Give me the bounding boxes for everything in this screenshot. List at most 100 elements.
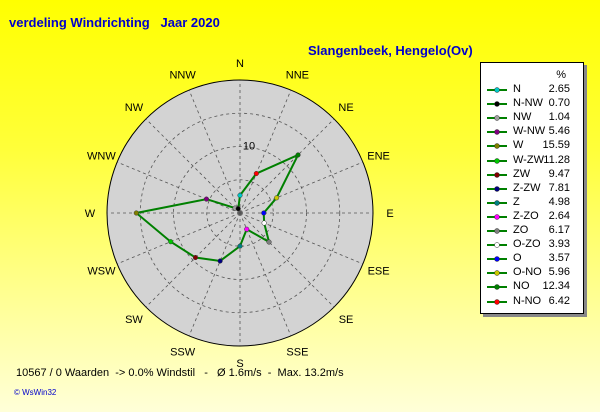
legend-swatch <box>487 171 507 178</box>
legend-label: Z-ZW <box>513 181 541 194</box>
direction-label-w: W <box>85 208 96 220</box>
direction-label-s: S <box>236 358 243 370</box>
legend-swatch <box>487 115 507 121</box>
legend-item: NW 1.04 <box>481 111 583 125</box>
direction-label-e: E <box>386 208 393 220</box>
legend-item: Z 4.98 <box>481 196 583 210</box>
spoke-ssw <box>188 212 241 337</box>
legend-swatch <box>487 228 507 234</box>
legend-swatch <box>487 270 507 277</box>
data-point-zw <box>192 254 199 261</box>
data-point-w-zw <box>168 239 174 245</box>
direction-label-wnw: WNW <box>87 151 116 163</box>
legend-value: 4.98 <box>548 195 570 208</box>
direction-label-nw: NW <box>125 102 144 114</box>
chart-title: verdeling Windrichting Jaar 2020 <box>9 15 220 30</box>
direction-label-nne: NNE <box>286 69 309 81</box>
legend-item: O-ZO 3.93 <box>481 238 583 252</box>
legend-label: NO <box>513 280 530 293</box>
legend-swatch <box>487 157 507 164</box>
footer-stats: 10567 / 0 Waarden -> 0.0% Windstil - Ø 1… <box>16 367 344 379</box>
direction-label-sw: SW <box>125 314 143 326</box>
legend-item: Z-ZW 7.81 <box>481 182 583 196</box>
direction-label-ssw: SSW <box>170 347 196 359</box>
legend-value: 6.17 <box>548 224 570 236</box>
legend-label: Z <box>513 195 520 208</box>
data-point-z <box>237 243 243 249</box>
legend-value: 0.70 <box>548 97 570 110</box>
radial-tick-label: 10 <box>243 141 255 153</box>
spoke-ese <box>239 212 364 265</box>
legend-swatch <box>487 298 507 305</box>
direction-label-ese: ESE <box>368 265 390 277</box>
data-point-w-nw <box>203 196 210 202</box>
legend-swatch <box>487 284 507 291</box>
data-point-o-zo <box>261 220 267 226</box>
legend-value: 2.65 <box>548 83 570 95</box>
legend-swatch <box>487 87 507 93</box>
legend-label: NW <box>513 111 532 124</box>
data-point-o <box>261 210 267 216</box>
direction-label-ne: NE <box>338 102 353 114</box>
spoke-sse <box>239 212 292 337</box>
legend-value: 5.46 <box>548 125 570 138</box>
legend-label: O-NO <box>513 266 542 279</box>
data-point-z-zw <box>217 258 223 264</box>
legend-item: W-ZW 11.28 <box>481 154 583 168</box>
spoke-wnw <box>116 161 241 214</box>
data-point-o-no <box>274 195 280 201</box>
legend-swatch <box>487 129 507 136</box>
radial-gridline <box>206 179 274 247</box>
legend-label: O <box>513 252 522 265</box>
legend-item: W-NW 5.46 <box>481 125 583 139</box>
direction-label-wsw: WSW <box>87 265 116 277</box>
data-point-n-nw <box>235 206 241 212</box>
spoke-wsw <box>116 212 241 265</box>
legend-item: Z-ZO 2.64 <box>481 210 583 224</box>
legend-label: N-NW <box>513 97 543 110</box>
legend-item: N 2.65 <box>481 83 583 97</box>
data-point-z-zo <box>244 226 250 232</box>
data-point-n <box>237 192 243 198</box>
direction-label-n: N <box>236 58 244 70</box>
legend-swatch <box>487 200 507 206</box>
spoke-sw <box>145 212 241 308</box>
legend-value: 1.04 <box>548 111 570 124</box>
data-point-w <box>133 210 139 216</box>
station-name: Slangenbeek, Hengelo(Ov) <box>308 43 473 58</box>
legend-item: N-NO 6.42 <box>481 295 583 309</box>
legend-unit-header: % <box>556 69 566 81</box>
legend-item: NO 12.34 <box>481 280 583 294</box>
legend-item: W 15.59 <box>481 139 583 153</box>
data-point-zo <box>266 239 272 245</box>
legend-swatch <box>487 185 507 192</box>
spoke-ne <box>239 118 335 214</box>
data-point-no <box>295 152 301 158</box>
legend-item: ZO 6.17 <box>481 224 583 238</box>
legend-value: 15.59 <box>542 139 570 152</box>
legend: % N 2.65 N-NW 0.70 NW 1.04 W-NW 5.46 W 15.59 W-ZW 1… <box>480 62 584 314</box>
legend-label: N-NO <box>513 294 542 307</box>
legend-value: 2.64 <box>548 209 570 222</box>
data-point-n-no <box>253 171 259 177</box>
legend-item: N-NW 0.70 <box>481 97 583 111</box>
legend-swatch <box>487 214 507 220</box>
direction-label-ene: ENE <box>367 151 390 163</box>
software-credit: © WsWin32 <box>14 388 57 397</box>
legend-label: W-NW <box>513 125 546 138</box>
spoke-nw <box>145 118 241 214</box>
legend-swatch <box>487 101 507 107</box>
legend-item: ZW 9.47 <box>481 168 583 182</box>
legend-value: 3.93 <box>548 238 570 251</box>
legend-label: O-ZO <box>513 238 541 251</box>
spoke-nne <box>239 89 292 214</box>
legend-swatch <box>487 242 507 248</box>
spoke-nnw <box>188 89 241 214</box>
legend-value: 3.57 <box>548 252 570 265</box>
legend-value: 11.28 <box>543 153 570 166</box>
direction-label-se: SE <box>339 314 354 326</box>
spoke-se <box>239 212 335 308</box>
legend-item: O-NO 5.96 <box>481 266 583 280</box>
legend-swatch <box>487 143 507 150</box>
